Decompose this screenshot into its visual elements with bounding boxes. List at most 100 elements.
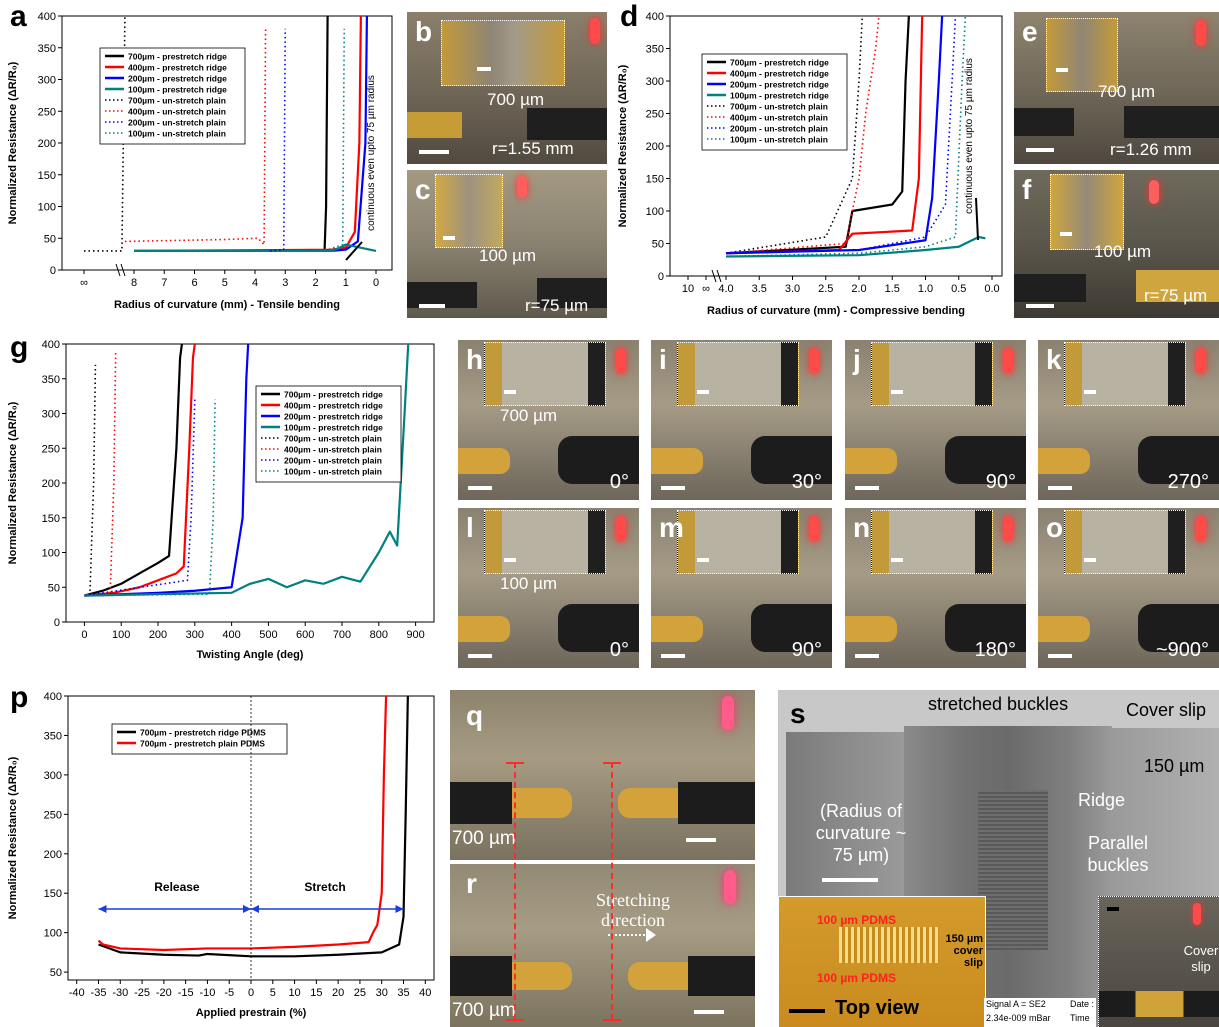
size-label-h: 700 µm xyxy=(500,406,558,425)
x-tick-label: 8 xyxy=(131,277,137,289)
legend-label: 700µm - prestretch ridge xyxy=(730,58,829,68)
scale-bar xyxy=(468,654,492,658)
ridge-label: Ridge xyxy=(1078,790,1126,810)
twist-angle-label: 90° xyxy=(791,639,822,661)
right-holder xyxy=(688,956,755,996)
date-label: Date : xyxy=(1070,999,1095,1009)
legend-label: 100µm - prestretch ridge xyxy=(730,91,829,101)
right-holder xyxy=(537,278,607,308)
legend-label: 200µm - prestretch ridge xyxy=(730,80,829,90)
y-tick-label: 350 xyxy=(44,730,62,742)
legend-box xyxy=(701,53,848,151)
top-view-scalebar xyxy=(789,1009,825,1013)
led-icon xyxy=(616,516,626,542)
left-holder xyxy=(407,282,477,308)
panel-label-r: r xyxy=(466,868,477,899)
x-tick-label: 2.5 xyxy=(818,283,833,295)
photo-o: o ~900° xyxy=(1038,508,1219,668)
x-tick-label: -40 xyxy=(69,987,85,999)
legend-label: 400µm - prestretch ridge xyxy=(730,69,829,79)
left-holder xyxy=(1014,274,1086,302)
photo-m: m 90° xyxy=(651,508,832,668)
led-icon xyxy=(809,348,819,374)
panel-label-d: d xyxy=(620,0,639,33)
x-tick-label: 5 xyxy=(270,987,276,999)
x-tick-label: 700 xyxy=(333,629,351,641)
size-label-r: 700 µm xyxy=(452,1000,516,1021)
x-tick-label: 7 xyxy=(161,277,167,289)
scale-bar xyxy=(1048,486,1072,490)
chart-g: 0 50 100 150 200 250 300 350 400 Normalized Resis… xyxy=(7,339,435,661)
photo-r: r Stretching direction 700 µm xyxy=(450,864,755,1027)
scale-bar xyxy=(419,150,449,154)
scale-bar xyxy=(661,486,685,490)
x-tick-label: 3.5 xyxy=(752,283,767,295)
sem-info-bar: Signal A = SE2 2.34e-009 mBar Date : Tim… xyxy=(984,998,1096,1027)
y-tick-label: 400 xyxy=(44,691,62,703)
y-axis-label: Normalized Resistance (ΔR/R₀) xyxy=(7,401,19,564)
series-line xyxy=(84,399,216,597)
series-line xyxy=(84,343,184,597)
arrow-icon xyxy=(975,197,979,241)
inset-scalebar xyxy=(1107,907,1119,911)
led-icon xyxy=(517,176,527,198)
panel-label-a: a xyxy=(10,0,27,33)
panel-label-i: i xyxy=(659,344,667,375)
inset-b xyxy=(441,20,565,86)
inset-m xyxy=(677,510,799,574)
right-holder xyxy=(527,108,607,140)
y-tick-label: 0 xyxy=(658,271,664,283)
y-axis-label: Normalized Resistance (ΔR/R₀) xyxy=(7,61,19,224)
photo-l: l 0° 100 µm xyxy=(458,508,639,668)
axis-break xyxy=(711,269,717,283)
photo-h: h 0° 700 µm xyxy=(458,340,639,500)
x-tick-label: 0.0 xyxy=(984,283,999,295)
x-tick-label: 4.0 xyxy=(718,283,733,295)
x-tick-label: 35 xyxy=(397,987,409,999)
legend-label: 100µm - un-stretch plain xyxy=(730,135,828,145)
x-tick-label: -10 xyxy=(199,987,215,999)
cover-slip-small-label: Cover slip xyxy=(1183,943,1219,974)
legend-label: 400µm - un-stretch plain xyxy=(730,113,828,123)
y-tick-label: 50 xyxy=(48,582,60,594)
twist-angle-label: 30° xyxy=(791,471,822,493)
photo-c: c 100 µm r=75 µm xyxy=(407,170,607,318)
legend-label: 400µm - un-stretch plain xyxy=(284,445,382,455)
y-tick-label: 0 xyxy=(54,617,60,629)
cover-slip-label: Cover slip xyxy=(1126,700,1207,720)
pdms-bottom-label: 100 µm PDMS xyxy=(817,971,896,985)
led-icon xyxy=(1003,516,1013,542)
legend-label: 200µm - prestretch ridge xyxy=(128,74,227,84)
y-tick-label: 300 xyxy=(38,75,56,87)
scale-bar xyxy=(891,558,903,562)
y-tick-label: 400 xyxy=(38,11,56,23)
scale-bar xyxy=(1060,232,1072,236)
radius-label-b: r=1.55 mm xyxy=(492,139,574,158)
series-line xyxy=(97,695,388,952)
led-icon xyxy=(1196,516,1206,542)
series-line xyxy=(725,15,910,255)
x-tick-label: 1 xyxy=(343,277,349,289)
left-electrode xyxy=(845,616,897,642)
panel-label-p: p xyxy=(10,681,29,714)
scale-bar xyxy=(697,558,709,562)
legend-label: 700µm - prestretch ridge xyxy=(128,52,227,62)
led-icon xyxy=(724,870,736,904)
axis-break xyxy=(115,263,121,277)
led-icon xyxy=(616,348,626,374)
x-tick-label: 25 xyxy=(354,987,366,999)
y-tick-label: 250 xyxy=(44,809,62,821)
y-tick-label: 250 xyxy=(38,106,56,118)
y-tick-label: 200 xyxy=(42,478,60,490)
axis-break xyxy=(716,269,722,283)
size-label-c: 100 µm xyxy=(479,246,537,265)
scale-bar xyxy=(1056,68,1068,72)
device-inset: Cover slip xyxy=(1098,896,1219,1027)
left-holder xyxy=(450,782,512,824)
inset-k xyxy=(1064,342,1186,406)
panel-label-o: o xyxy=(1046,512,1064,543)
panel-label-k: k xyxy=(1046,344,1062,375)
series-line xyxy=(84,364,97,597)
